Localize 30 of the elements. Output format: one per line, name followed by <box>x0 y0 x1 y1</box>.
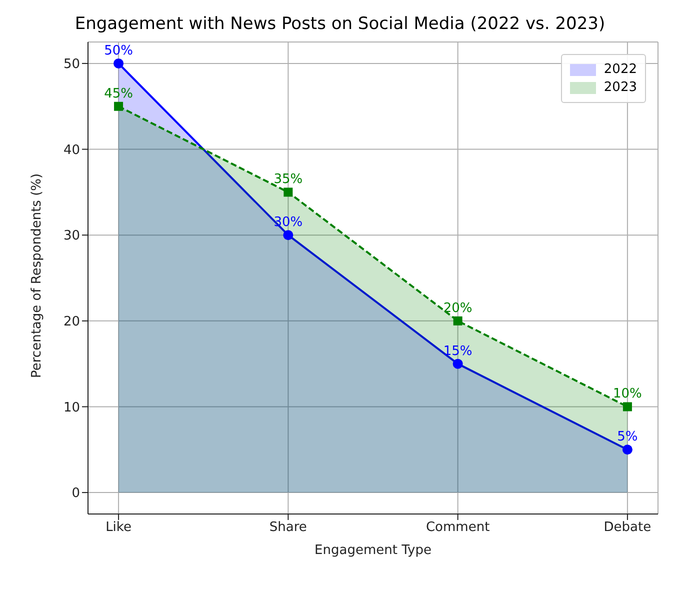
x-axis-title: Engagement Type <box>314 543 432 558</box>
y-tick-label: 0 <box>72 486 80 502</box>
data-label: 20% <box>443 300 472 316</box>
point <box>622 402 632 412</box>
x-tick-label: Comment <box>426 520 490 536</box>
data-label: 45% <box>104 86 133 102</box>
y-tick-label: 40 <box>63 142 80 158</box>
point <box>284 188 293 197</box>
x-tick-label: Like <box>106 520 132 536</box>
data-label: 35% <box>274 172 303 188</box>
x-tick-label: Debate <box>604 520 652 536</box>
legend-label: 2022 <box>604 62 637 77</box>
y-tick-label: 30 <box>63 228 80 244</box>
data-label: 5% <box>617 430 638 445</box>
point <box>452 358 463 369</box>
x-tick-label: Share <box>269 520 307 536</box>
point <box>283 230 294 240</box>
chart-title: Engagement with News Posts on Social Media (2022 vs. 2023) <box>74 14 606 34</box>
point <box>622 444 632 455</box>
point <box>114 102 124 111</box>
legend-label: 2023 <box>604 80 637 95</box>
point <box>114 58 124 68</box>
y-axis-title: Percentage of Respondents (%) <box>30 173 45 378</box>
data-label: 10% <box>613 386 642 402</box>
data-label: 50% <box>104 43 133 58</box>
y-tick-label: 50 <box>63 57 80 72</box>
y-tick-label: 20 <box>63 314 80 330</box>
data-label: 15% <box>443 344 472 359</box>
point <box>453 316 462 326</box>
y-tick-label: 10 <box>63 400 80 416</box>
